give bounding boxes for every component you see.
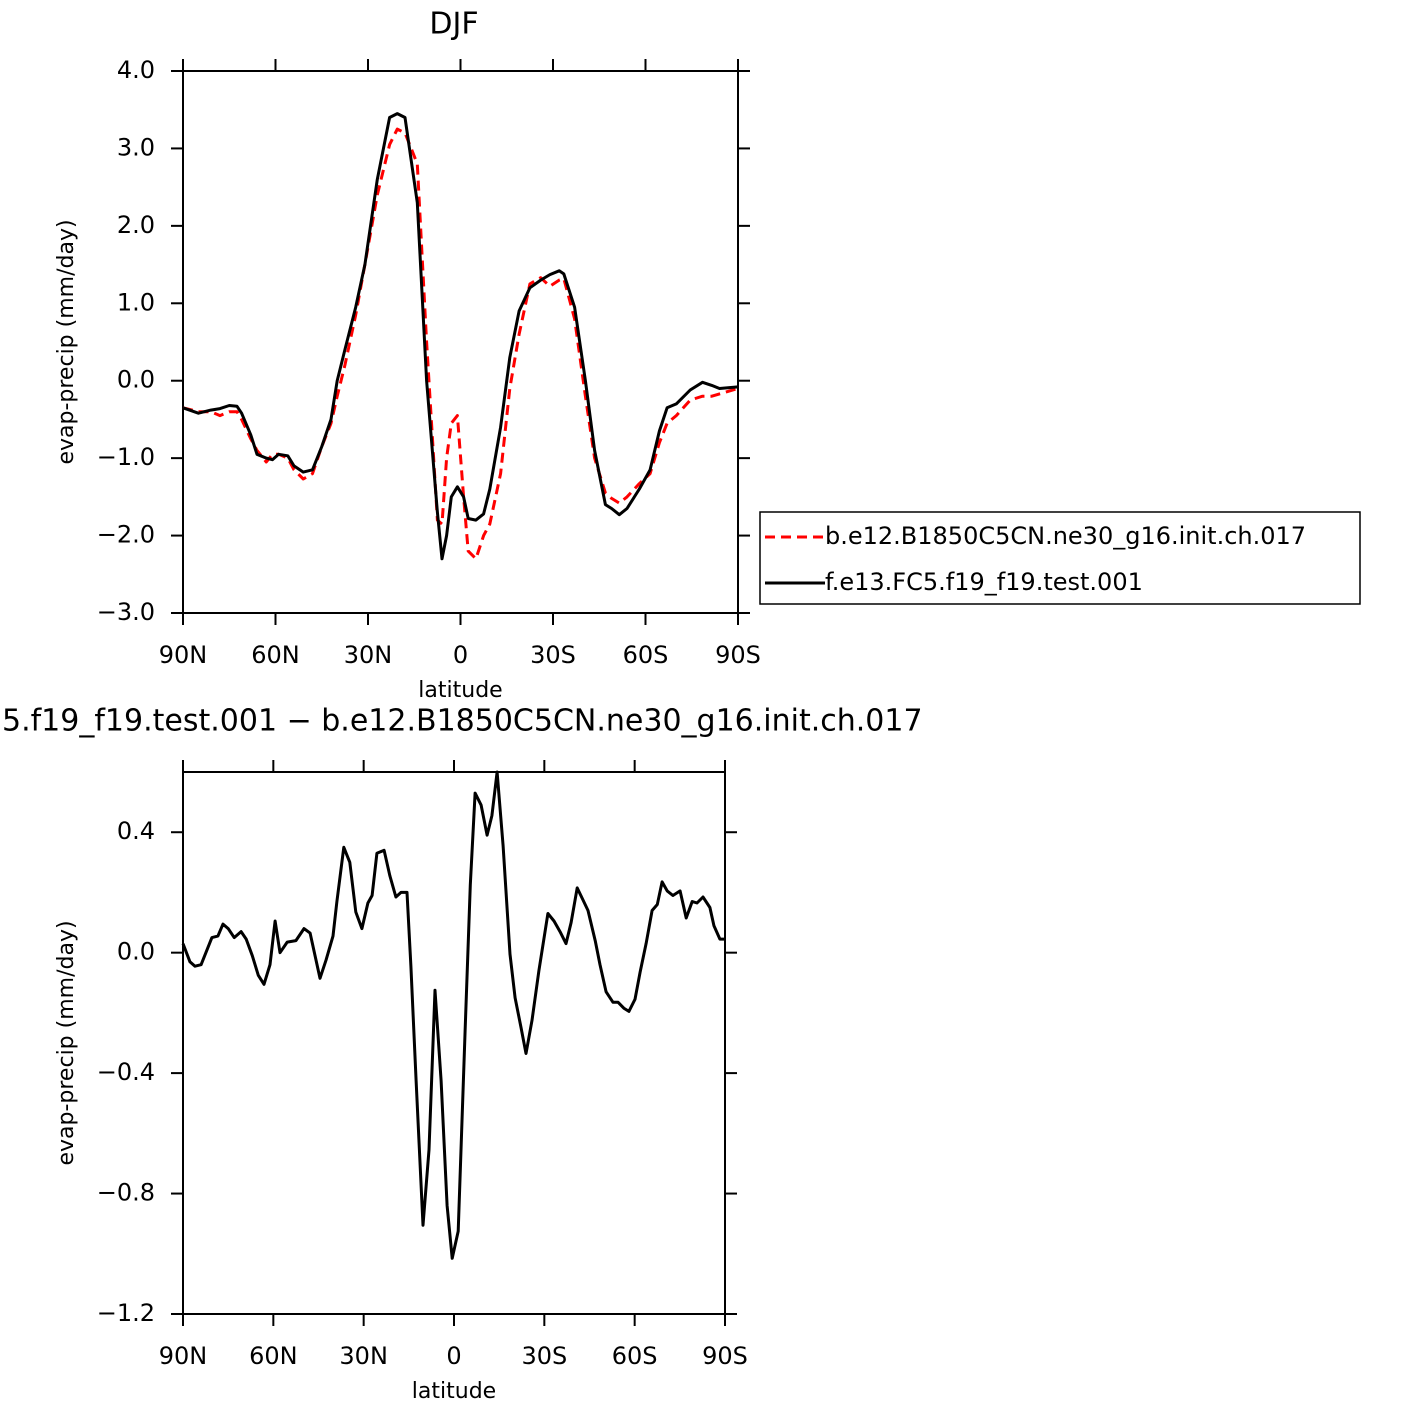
y-tick-label: 0.4: [117, 817, 155, 845]
x-tick-label: 30N: [344, 641, 393, 669]
x-tick-label: 30S: [521, 1342, 567, 1370]
legend-label: f.e13.FC5.f19_f19.test.001: [825, 568, 1143, 596]
y-tick-label: 3.0: [117, 133, 155, 161]
x-tick-label: 30N: [339, 1342, 388, 1370]
legend-box: [759, 511, 1361, 605]
plot-frame: [182, 771, 726, 1315]
x-tick-label: 90N: [159, 641, 208, 669]
x-axis-label: latitude: [412, 1379, 496, 1404]
x-axis-label: latitude: [418, 678, 502, 703]
legend-label: b.e12.B1850C5CN.ne30_g16.init.ch.017: [825, 522, 1306, 550]
plot-frame: [182, 70, 739, 614]
y-tick-label: −0.4: [97, 1058, 155, 1086]
x-tick-label: 60S: [612, 1342, 658, 1370]
chart-title: 5.f19_f19.test.001 − b.e12.B1850C5CN.ne3…: [2, 704, 923, 739]
x-tick-label: 90S: [715, 641, 761, 669]
x-tick-label: 30S: [530, 641, 576, 669]
chart-title: DJF: [429, 7, 478, 42]
y-tick-label: −0.8: [97, 1179, 155, 1207]
x-tick-label: 60N: [251, 641, 300, 669]
x-tick-label: 90N: [159, 1342, 208, 1370]
y-tick-label: 1.0: [117, 288, 155, 316]
x-tick-label: 90S: [702, 1342, 748, 1370]
y-axis-label: evap-precip (mm/day): [54, 219, 79, 464]
x-tick-label: 60S: [623, 641, 669, 669]
y-axis-label: evap-precip (mm/day): [54, 920, 79, 1165]
x-tick-label: 60N: [249, 1342, 298, 1370]
y-tick-label: −1.0: [97, 443, 155, 471]
y-tick-label: 4.0: [117, 56, 155, 84]
y-tick-label: −3.0: [97, 598, 155, 626]
y-tick-label: −1.2: [97, 1299, 155, 1327]
series-line: [182, 112, 739, 561]
y-tick-label: 2.0: [117, 211, 155, 239]
y-tick-label: 0.0: [117, 938, 155, 966]
series-line: [182, 127, 739, 561]
y-tick-label: −2.0: [97, 521, 155, 549]
series-line: [181, 770, 725, 1260]
x-tick-label: 0: [446, 1342, 461, 1370]
x-tick-label: 0: [453, 641, 468, 669]
y-tick-label: 0.0: [117, 366, 155, 394]
